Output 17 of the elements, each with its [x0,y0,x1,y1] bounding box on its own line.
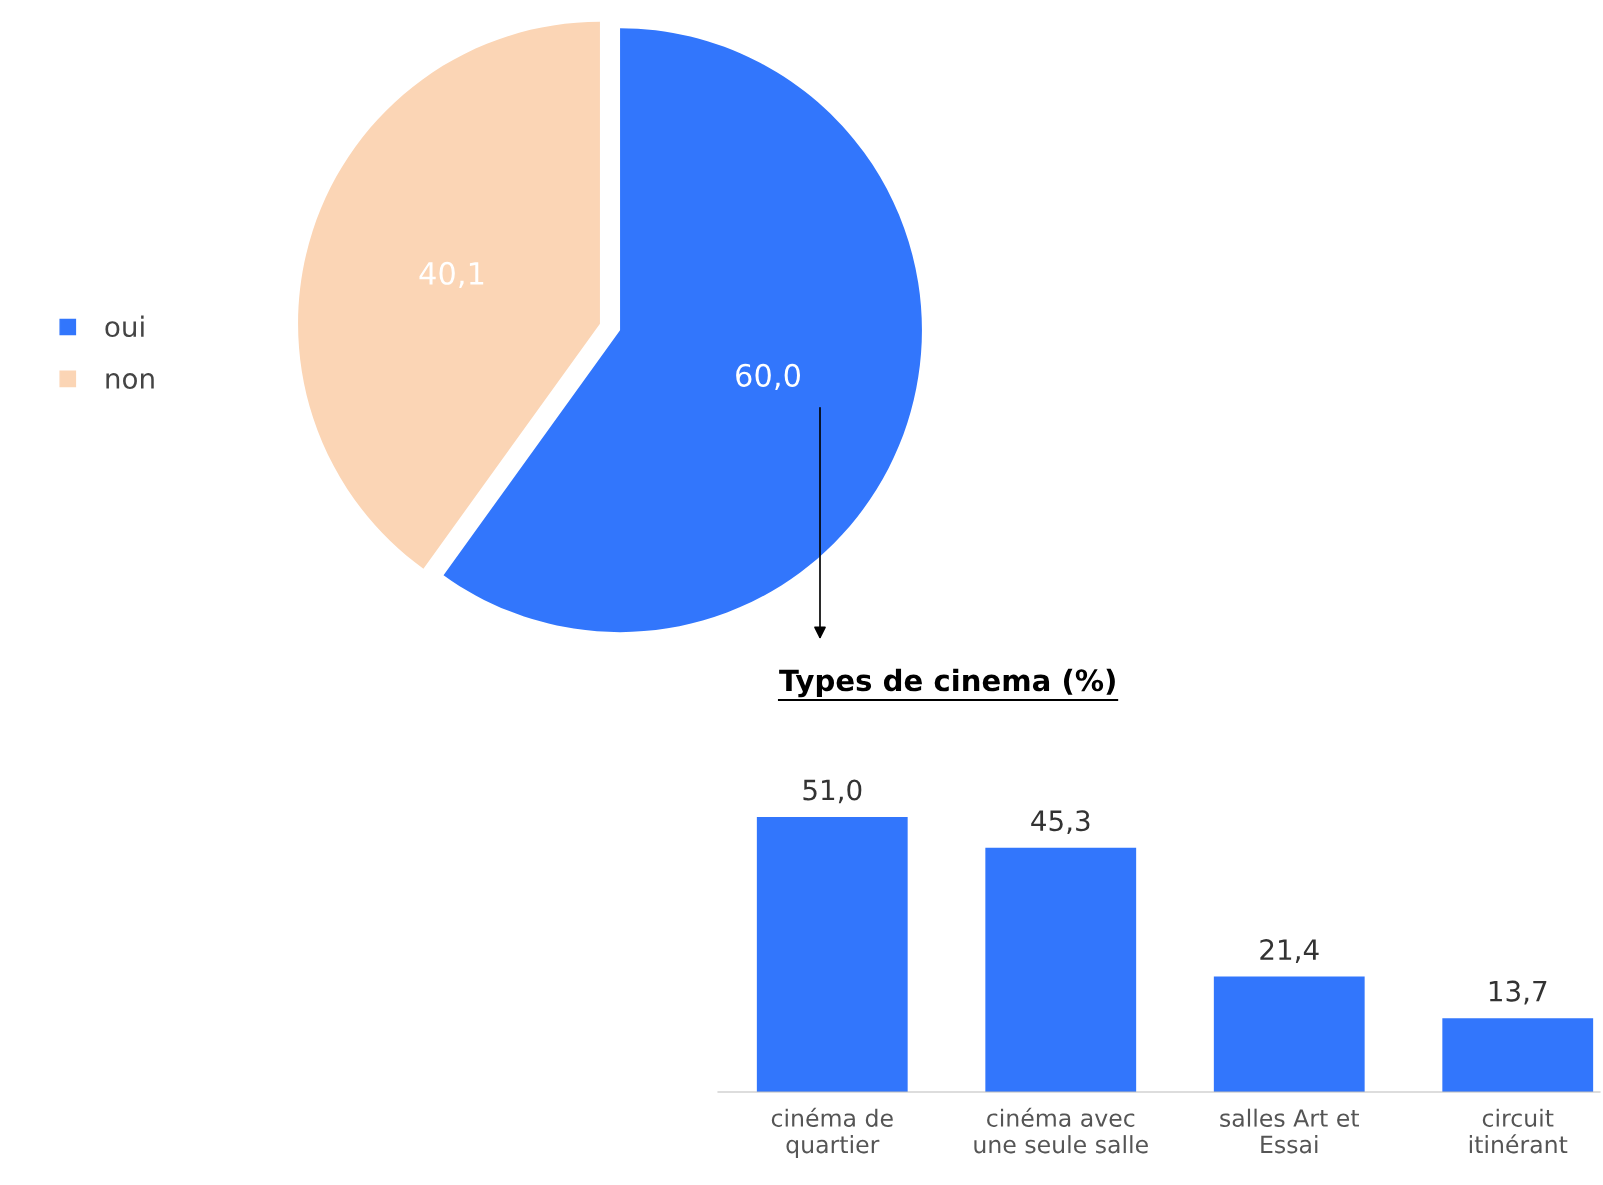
x-tick-label: cinéma avec une seule salle [974,1107,1148,1154]
bar [1442,1018,1594,1092]
data-label: 60,0 [736,363,800,390]
data-label: 51,0 [803,779,862,804]
chart-title: Types de cinema (%) [779,668,1115,698]
legend-label: non [106,373,154,389]
bar [756,817,908,1092]
data-label: 21,4 [1260,939,1319,963]
x-tick-label: circuit itinérant [1469,1108,1568,1154]
data-label: 13,7 [1489,980,1547,1005]
data-label: 40,1 [419,261,484,288]
data-label: 45,3 [1031,810,1090,835]
x-tick-label: cinéma de quartier [771,1107,893,1158]
x-tick-label: salles Art et Essai [1220,1108,1359,1154]
bar [1213,976,1365,1092]
legend-label: oui [105,315,144,338]
bar [985,847,1137,1092]
